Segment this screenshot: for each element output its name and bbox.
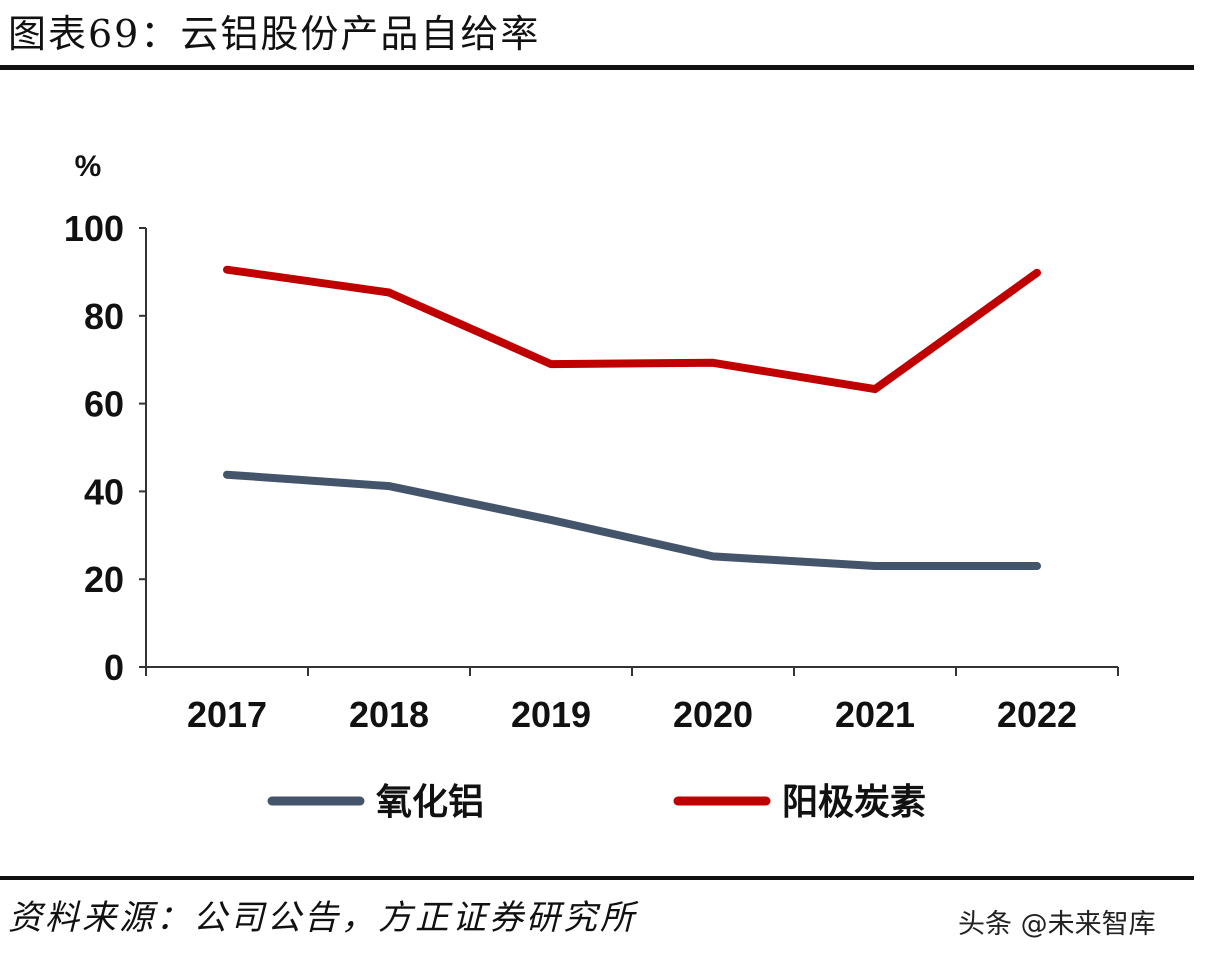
y-tick-label: 40 bbox=[84, 471, 124, 512]
y-tick-label: 100 bbox=[64, 208, 124, 249]
y-axis-unit: % bbox=[75, 150, 102, 183]
legend-label: 阳极炭素 bbox=[782, 782, 926, 823]
x-tick-label: 2021 bbox=[835, 694, 915, 735]
y-tick-label: 80 bbox=[84, 296, 124, 337]
x-tick-label: 2019 bbox=[511, 694, 591, 735]
top-rule bbox=[0, 65, 1194, 70]
source-note: 资料来源：公司公告，方正证券研究所 bbox=[8, 898, 637, 938]
x-tick-label: 2020 bbox=[673, 694, 753, 735]
x-tick-label: 2018 bbox=[349, 694, 429, 735]
chart-legend: 氧化铝 阳极炭素 bbox=[267, 782, 926, 823]
y-tick-label: 20 bbox=[84, 559, 124, 600]
chart-title: 图表69：云铝股份产品自给率 bbox=[8, 12, 541, 56]
series-line-1 bbox=[223, 265, 1041, 394]
y-tick-label: 0 bbox=[104, 647, 124, 688]
watermark: 头条 @未来智库 bbox=[958, 909, 1156, 940]
x-tick-label: 2017 bbox=[187, 694, 267, 735]
x-tick-label: 2022 bbox=[997, 694, 1077, 735]
bottom-rule bbox=[0, 876, 1194, 880]
chart-axes: 0 20 40 60 80 100% 2017 2018 2019 2020 2021 2022 bbox=[64, 150, 1119, 735]
y-tick-label: 60 bbox=[84, 384, 124, 425]
series-line-0 bbox=[223, 470, 1041, 570]
chart-series bbox=[223, 265, 1041, 570]
legend-label: 氧化铝 bbox=[376, 782, 484, 823]
